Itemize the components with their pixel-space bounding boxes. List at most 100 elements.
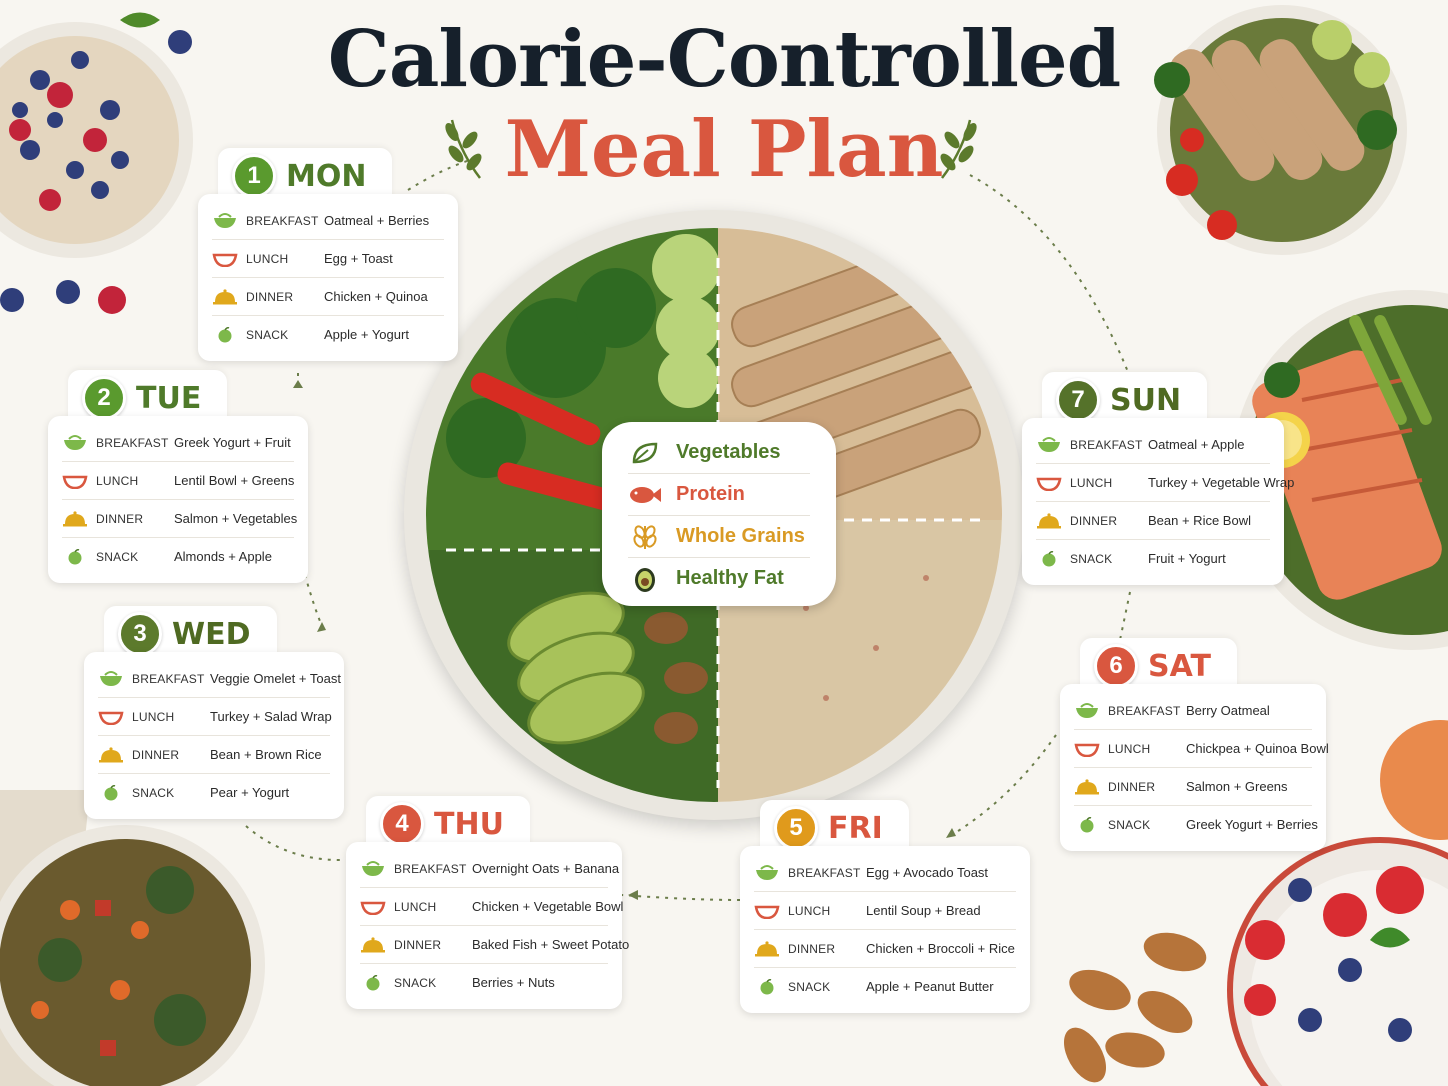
meal-row-lunch: LUNCH Lentil Soup + Bread bbox=[754, 892, 1016, 930]
meal-label: SNACK bbox=[788, 979, 831, 994]
meal-value: Bean + Brown Rice bbox=[210, 747, 322, 762]
title-line2: Meal Plan bbox=[504, 104, 944, 195]
meal-label: SNACK bbox=[246, 327, 289, 342]
salmon-plate-image bbox=[1232, 290, 1448, 650]
legend-healthy-fat: Healthy Fat bbox=[628, 558, 810, 599]
bowl-icon bbox=[64, 434, 86, 450]
meal-row-dinner: DINNER Salmon + Vegetables bbox=[62, 500, 298, 538]
meal-label: SNACK bbox=[394, 975, 437, 990]
day-name: SAT bbox=[1148, 648, 1211, 684]
meal-value: Pear + Yogurt bbox=[210, 785, 290, 800]
meal-value: Apple + Peanut Butter bbox=[866, 979, 994, 994]
legend-vegetables: Vegetables bbox=[628, 432, 810, 474]
meal-label: DINNER bbox=[132, 747, 180, 762]
oatmeal-bowl-image bbox=[0, 12, 193, 314]
lentil-salad-bowl-image bbox=[0, 790, 265, 1086]
meal-value: Egg + Toast bbox=[324, 251, 393, 266]
meal-value: Greek Yogurt + Berries bbox=[1186, 817, 1318, 832]
meal-row-dinner: DINNER Salmon + Greens bbox=[1074, 768, 1312, 806]
meal-row-snack: SNACK Berries + Nuts bbox=[360, 964, 608, 1001]
meal-label: SNACK bbox=[1108, 817, 1151, 832]
meal-list: BREAKFAST Berry Oatmeal LUNCH Chickpea + Q… bbox=[1060, 684, 1329, 851]
day-number-badge: 1 bbox=[232, 154, 276, 198]
meal-value: Lentil Bowl + Greens bbox=[174, 473, 295, 488]
meal-label: BREAKFAST bbox=[1070, 437, 1143, 452]
meal-row-lunch: LUNCH Turkey + Vegetable Wrap bbox=[1036, 464, 1294, 502]
apple-icon bbox=[760, 978, 774, 994]
right-sprig-icon bbox=[940, 119, 977, 179]
soup-bowl-icon bbox=[62, 475, 88, 489]
cloche-icon bbox=[63, 510, 87, 526]
meal-value: Salmon + Vegetables bbox=[174, 511, 298, 526]
meal-list: BREAKFAST Egg + Avocado Toast LUNCH Lentil… bbox=[740, 846, 1030, 1013]
apple-icon bbox=[366, 974, 380, 990]
meal-value: Greek Yogurt + Fruit bbox=[174, 435, 291, 450]
meal-label: DINNER bbox=[788, 941, 836, 956]
meal-value: Berry Oatmeal bbox=[1186, 703, 1270, 718]
legend-label: Protein bbox=[676, 483, 745, 505]
cloche-icon bbox=[99, 746, 123, 762]
meal-row-lunch: LUNCH Chicken + Vegetable Bowl bbox=[360, 888, 623, 926]
meal-row-breakfast: BREAKFAST Berry Oatmeal bbox=[1074, 692, 1312, 730]
meal-value: Berries + Nuts bbox=[472, 975, 555, 990]
meal-label: BREAKFAST bbox=[246, 213, 319, 228]
cloche-icon bbox=[1075, 778, 1099, 794]
meal-label: BREAKFAST bbox=[132, 671, 205, 686]
apple-icon bbox=[1080, 816, 1094, 832]
meal-row-lunch: LUNCH Egg + Toast bbox=[212, 240, 444, 278]
day-name: FRI bbox=[828, 810, 883, 846]
meal-label: LUNCH bbox=[246, 251, 289, 266]
meal-value: Chicken + Vegetable Bowl bbox=[472, 899, 624, 914]
day-number-badge: 4 bbox=[380, 802, 424, 846]
yogurt-berries-bowl-image bbox=[1063, 720, 1448, 1086]
meal-row-dinner: DINNER Chicken + Quinoa bbox=[212, 278, 444, 316]
meal-row-snack: SNACK Almonds + Apple bbox=[62, 538, 294, 575]
meal-row-snack: SNACK Apple + Yogurt bbox=[212, 316, 444, 353]
meal-row-breakfast: BREAKFAST Overnight Oats + Banana bbox=[360, 850, 619, 888]
day-number-badge: 2 bbox=[82, 376, 126, 420]
meal-label: BREAKFAST bbox=[96, 435, 169, 450]
meal-row-dinner: DINNER Chicken + Broccoli + Rice bbox=[754, 930, 1016, 968]
meal-value: Baked Fish + Sweet Potato bbox=[472, 937, 630, 952]
meal-label: SNACK bbox=[132, 785, 175, 800]
meal-label: DINNER bbox=[96, 511, 144, 526]
meal-list: BREAKFAST Veggie Omelet + Toast LUNCH Turk… bbox=[84, 652, 344, 819]
meal-value: Apple + Yogurt bbox=[324, 327, 409, 342]
chicken-salad-bowl-image bbox=[1154, 5, 1407, 255]
day-name: TUE bbox=[136, 380, 202, 416]
soup-bowl-icon bbox=[1074, 743, 1100, 757]
cloche-icon bbox=[213, 288, 237, 304]
food-group-legend: Vegetables Protein Whole Grains Healthy … bbox=[602, 422, 836, 606]
meal-row-breakfast: BREAKFAST Egg + Avocado Toast bbox=[754, 854, 1016, 892]
meal-row-lunch: LUNCH Lentil Bowl + Greens bbox=[62, 462, 294, 500]
bowl-icon bbox=[756, 864, 778, 880]
meal-label: BREAKFAST bbox=[788, 865, 861, 880]
meal-row-dinner: DINNER Bean + Rice Bowl bbox=[1036, 502, 1270, 540]
day-number-badge: 3 bbox=[118, 612, 162, 656]
meal-row-breakfast: BREAKFAST Oatmeal + Apple bbox=[1036, 426, 1270, 464]
meal-label: DINNER bbox=[394, 937, 442, 952]
meal-row-lunch: LUNCH Turkey + Salad Wrap bbox=[98, 698, 332, 736]
meal-value: Egg + Avocado Toast bbox=[866, 865, 989, 880]
bowl-icon bbox=[1038, 436, 1060, 452]
day-number-badge: 6 bbox=[1094, 644, 1138, 688]
bowl-icon bbox=[214, 212, 236, 228]
soup-bowl-icon bbox=[360, 901, 386, 915]
meal-value: Overnight Oats + Banana bbox=[472, 861, 620, 876]
meal-value: Chickpea + Quinoa Bowl bbox=[1186, 741, 1329, 756]
meal-label: SNACK bbox=[96, 549, 139, 564]
legend-label: Whole Grains bbox=[676, 525, 805, 547]
day-name: SUN bbox=[1110, 382, 1182, 418]
meal-label: LUNCH bbox=[1108, 741, 1151, 756]
soup-bowl-icon bbox=[754, 905, 780, 919]
day-number-badge: 7 bbox=[1056, 378, 1100, 422]
meal-list: BREAKFAST Greek Yogurt + Fruit LUNCH Lenti… bbox=[48, 416, 308, 583]
meal-value: Oatmeal + Apple bbox=[1148, 437, 1245, 452]
meal-list: BREAKFAST Oatmeal + Berries LUNCH Egg + To… bbox=[198, 194, 458, 361]
meal-value: Turkey + Salad Wrap bbox=[210, 709, 332, 724]
apple-icon bbox=[104, 784, 118, 800]
meal-row-snack: SNACK Pear + Yogurt bbox=[98, 774, 330, 811]
meal-row-snack: SNACK Apple + Peanut Butter bbox=[754, 968, 1016, 1005]
meal-value: Almonds + Apple bbox=[174, 549, 272, 564]
meal-label: LUNCH bbox=[788, 903, 831, 918]
